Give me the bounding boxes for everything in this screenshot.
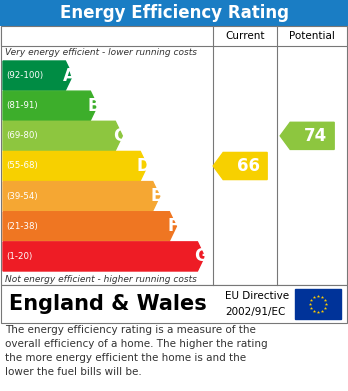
Polygon shape bbox=[3, 151, 147, 181]
Text: England & Wales: England & Wales bbox=[9, 294, 207, 314]
Bar bbox=[1, 26, 347, 285]
Polygon shape bbox=[3, 212, 176, 241]
Bar bbox=[1, 285, 347, 323]
Text: The energy efficiency rating is a measure of the
overall efficiency of a home. T: The energy efficiency rating is a measur… bbox=[5, 325, 268, 377]
Polygon shape bbox=[3, 61, 72, 90]
Text: (55-68): (55-68) bbox=[6, 161, 38, 170]
Text: Energy Efficiency Rating: Energy Efficiency Rating bbox=[60, 4, 288, 22]
Bar bbox=[1, 26, 347, 46]
Text: B: B bbox=[88, 97, 100, 115]
Text: F: F bbox=[167, 217, 179, 235]
Polygon shape bbox=[280, 122, 334, 149]
Text: EU Directive: EU Directive bbox=[225, 291, 289, 301]
Text: Very energy efficient - lower running costs: Very energy efficient - lower running co… bbox=[5, 48, 197, 57]
Polygon shape bbox=[3, 181, 160, 211]
Polygon shape bbox=[3, 121, 122, 151]
Text: (39-54): (39-54) bbox=[6, 192, 38, 201]
Text: A: A bbox=[62, 66, 75, 84]
Text: (92-100): (92-100) bbox=[6, 71, 43, 80]
Polygon shape bbox=[213, 152, 267, 179]
Text: (81-91): (81-91) bbox=[6, 101, 38, 110]
Text: Not energy efficient - higher running costs: Not energy efficient - higher running co… bbox=[5, 275, 197, 284]
Bar bbox=[295, 289, 341, 319]
Text: D: D bbox=[137, 157, 151, 175]
Bar bbox=[0, 0, 348, 26]
Polygon shape bbox=[3, 91, 97, 120]
Text: 66: 66 bbox=[237, 157, 260, 175]
Text: G: G bbox=[194, 248, 208, 265]
Text: Potential: Potential bbox=[289, 31, 335, 41]
Text: (69-80): (69-80) bbox=[6, 131, 38, 140]
Text: 74: 74 bbox=[303, 127, 327, 145]
Text: Current: Current bbox=[226, 31, 265, 41]
Text: E: E bbox=[151, 187, 162, 205]
Text: (1-20): (1-20) bbox=[6, 252, 32, 261]
Polygon shape bbox=[3, 242, 205, 271]
Text: (21-38): (21-38) bbox=[6, 222, 38, 231]
Text: C: C bbox=[113, 127, 125, 145]
Text: 2002/91/EC: 2002/91/EC bbox=[225, 307, 285, 317]
